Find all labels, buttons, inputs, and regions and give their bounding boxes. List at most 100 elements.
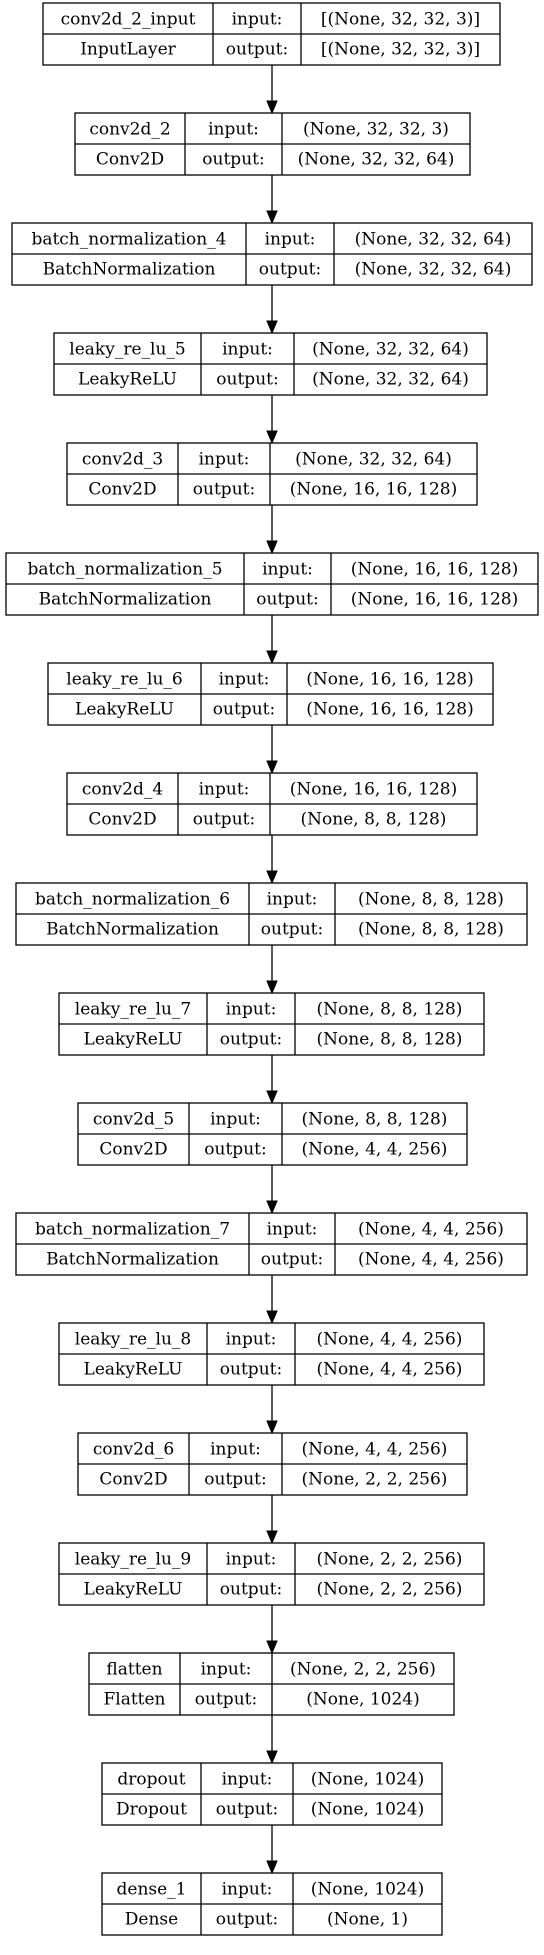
output-shape: (None, 16, 16, 128): [351, 590, 519, 610]
layer-name: leaky_re_lu_8: [75, 1330, 191, 1350]
input-label: input:: [265, 230, 316, 250]
layer-node-leaky_re_lu_8: leaky_re_lu_8 LeakyReLU input: output: (None…: [58, 1322, 485, 1386]
layer-type: LeakyReLU: [75, 700, 174, 720]
input-shape: (None, 4, 4, 256): [358, 1220, 504, 1240]
layer-node-conv2d_5: conv2d_5 Conv2D input: output: (None, 8, 8, …: [77, 1102, 468, 1166]
flow-arrow: [266, 1495, 278, 1545]
layer-type: Flatten: [103, 1690, 165, 1710]
layer-node-leaky_re_lu_6: leaky_re_lu_6 LeakyReLU input: output: (None…: [47, 662, 494, 726]
layer-type: LeakyReLU: [84, 1360, 183, 1380]
arrow-head: [266, 1090, 278, 1105]
input-label: input:: [210, 1440, 261, 1460]
input-label: input:: [226, 1000, 277, 1020]
layer-type: BatchNormalization: [43, 260, 216, 280]
layer-node-dense_1: dense_1 Dense input: output: (None, 1024) (No…: [101, 1872, 443, 1936]
flow-arrow: [266, 1385, 278, 1435]
output-shape: (None, 16, 16, 128): [306, 700, 474, 720]
layer-type: LeakyReLU: [78, 370, 177, 390]
input-label: input:: [210, 1110, 261, 1130]
arrow-head: [266, 1200, 278, 1215]
input-label: input:: [232, 10, 283, 30]
output-label: output:: [193, 480, 255, 500]
output-shape: (None, 16, 16, 128): [290, 480, 458, 500]
input-label: input:: [222, 1880, 273, 1900]
layer-type: Conv2D: [88, 480, 156, 500]
layer-node-batch_normalization_7: batch_normalization_7 BatchNormalization i…: [15, 1212, 528, 1276]
input-label: input:: [226, 1330, 277, 1350]
input-label: input:: [267, 1220, 318, 1240]
layer-type: Conv2D: [99, 1140, 167, 1160]
flow-arrow: [266, 285, 278, 335]
layer-name: batch_normalization_6: [35, 890, 230, 910]
output-label: output:: [204, 1470, 266, 1490]
output-label: output:: [256, 590, 318, 610]
layer-node-conv2d_4: conv2d_4 Conv2D input: output: (None, 16, 16…: [66, 772, 478, 836]
flow-arrow: [266, 725, 278, 775]
arrow-head: [266, 320, 278, 335]
input-shape: (None, 4, 4, 256): [302, 1440, 448, 1460]
input-shape: [(None, 32, 32, 3)]: [321, 10, 480, 30]
arrow-head: [266, 980, 278, 995]
flow-arrow: [266, 505, 278, 555]
layer-name: leaky_re_lu_6: [66, 670, 182, 690]
flow-arrow: [266, 1165, 278, 1215]
layer-name: flatten: [106, 1660, 162, 1680]
layer-name: batch_normalization_4: [31, 230, 226, 250]
layer-name: leaky_re_lu_9: [75, 1550, 191, 1570]
layer-name: conv2d_2_input: [61, 10, 196, 30]
output-shape: (None, 8, 8, 128): [301, 810, 447, 830]
flow-arrow: [266, 175, 278, 225]
input-shape: (None, 8, 8, 128): [358, 890, 504, 910]
layer-node-batch_normalization_5: batch_normalization_5 BatchNormalization i…: [5, 552, 539, 616]
arrow-head: [266, 760, 278, 775]
layer-name: conv2d_2: [89, 120, 170, 140]
input-label: input:: [208, 120, 259, 140]
layer-node-batch_normalization_6: batch_normalization_6 BatchNormalization i…: [15, 882, 528, 946]
output-shape: (None, 2, 2, 256): [317, 1580, 463, 1600]
output-label: output:: [202, 150, 264, 170]
flow-arrow: [266, 65, 278, 115]
layer-name: leaky_re_lu_5: [69, 340, 185, 360]
layer-node-leaky_re_lu_9: leaky_re_lu_9 LeakyReLU input: output: (None…: [58, 1542, 485, 1606]
layer-node-conv2d_6: conv2d_6 Conv2D input: output: (None, 4, 4, …: [77, 1432, 468, 1496]
input-label: input:: [267, 890, 318, 910]
input-label: input:: [222, 340, 273, 360]
layer-type: Dense: [125, 1910, 178, 1930]
layer-name: dropout: [117, 1770, 185, 1790]
output-shape: (None, 4, 4, 256): [317, 1360, 463, 1380]
layer-type: BatchNormalization: [46, 920, 219, 940]
layer-type: Conv2D: [96, 150, 164, 170]
layer-name: conv2d_3: [82, 450, 163, 470]
flow-arrow: [266, 1275, 278, 1325]
input-label: input:: [199, 780, 250, 800]
flow-arrow: [266, 615, 278, 665]
layer-type: InputLayer: [80, 40, 176, 60]
input-shape: (None, 4, 4, 256): [317, 1330, 463, 1350]
output-shape: (None, 2, 2, 256): [302, 1470, 448, 1490]
output-label: output:: [261, 920, 323, 940]
layer-type: LeakyReLU: [84, 1580, 183, 1600]
output-label: output:: [216, 370, 278, 390]
input-label: input:: [262, 560, 313, 580]
arrow-head: [266, 1860, 278, 1875]
output-shape: (None, 1024): [306, 1690, 419, 1710]
layer-node-conv2d_3: conv2d_3 Conv2D input: output: (None, 32, 32…: [66, 442, 478, 506]
input-shape: (None, 16, 16, 128): [290, 780, 458, 800]
input-shape: (None, 1024): [311, 1770, 424, 1790]
flow-arrow: [266, 1715, 278, 1765]
layer-node-dropout: dropout Dropout input: output: (None, 1024) (…: [101, 1762, 443, 1826]
layer-type: Dropout: [116, 1800, 187, 1820]
layer-name: conv2d_4: [82, 780, 163, 800]
output-label: output:: [193, 810, 255, 830]
input-label: input:: [226, 1550, 277, 1570]
output-shape: [(None, 32, 32, 3)]: [321, 40, 480, 60]
arrow-head: [266, 100, 278, 115]
input-shape: (None, 32, 32, 64): [355, 230, 512, 250]
input-shape: (None, 32, 32, 64): [295, 450, 452, 470]
arrow-head: [266, 210, 278, 225]
arrow-head: [266, 1640, 278, 1655]
output-shape: (None, 4, 4, 256): [302, 1140, 448, 1160]
input-shape: (None, 1024): [311, 1880, 424, 1900]
output-shape: (None, 8, 8, 128): [358, 920, 504, 940]
